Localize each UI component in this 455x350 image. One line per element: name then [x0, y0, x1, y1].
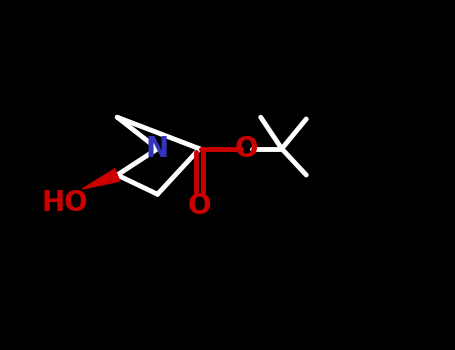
- Text: N: N: [146, 135, 169, 163]
- Text: HO: HO: [41, 189, 88, 217]
- Polygon shape: [82, 169, 120, 189]
- Text: O: O: [188, 192, 211, 220]
- Text: O: O: [235, 135, 258, 163]
